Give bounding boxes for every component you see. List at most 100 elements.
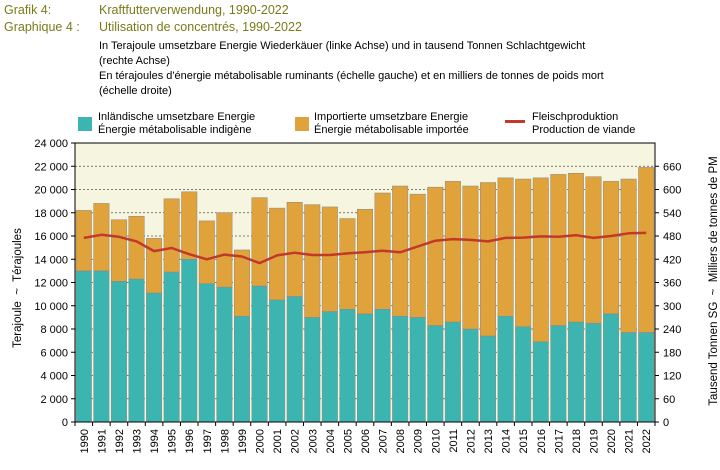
bar-imported	[286, 202, 303, 297]
left-axis-tick-label: 12 000	[34, 278, 68, 290]
x-axis-tick-label: 2002	[290, 429, 302, 453]
bar-imported	[339, 218, 356, 310]
x-axis-tick-label: 2010	[430, 429, 442, 453]
right-axis-tick-label: 480	[663, 231, 681, 243]
bar-domestic	[550, 325, 567, 423]
x-axis-tick-label: 1996	[184, 429, 196, 453]
bar-domestic	[392, 315, 409, 423]
bar-imported	[515, 178, 532, 327]
x-axis-tick-label: 2016	[536, 429, 548, 453]
bar-imported	[304, 204, 321, 318]
left-axis-tick-label: 22 000	[34, 161, 68, 173]
x-axis-tick-label: 2015	[518, 429, 530, 453]
bar-imported	[444, 181, 461, 323]
x-axis-tick-label: 2009	[413, 429, 425, 453]
x-axis-tick-label: 1992	[114, 429, 126, 453]
x-axis-tick-label: 2020	[606, 429, 618, 453]
description-fr-line1: En térajoules d'énergie métabolisable ru…	[99, 70, 604, 82]
x-axis-tick-label: 2007	[378, 429, 390, 453]
x-axis-tick-label: 1990	[79, 429, 91, 453]
bar-domestic	[146, 292, 163, 423]
left-axis-tick-label: 16 000	[34, 231, 68, 243]
bar-imported	[532, 177, 549, 343]
bar-domestic	[515, 326, 532, 423]
legend-label-domestic: Inländische umsetzbare Energie Énergie m…	[98, 111, 256, 136]
right-axis-tick-label: 180	[663, 347, 681, 359]
bar-imported	[75, 210, 92, 272]
x-axis-tick-label: 2022	[641, 429, 653, 453]
left-axis-tick-label: 4 000	[40, 371, 68, 383]
bar-domestic	[444, 321, 461, 423]
legend-label-imported: Importierte umsetzbare Energie Énergie m…	[314, 111, 469, 136]
x-axis-tick-label: 2011	[448, 429, 460, 453]
bar-domestic	[480, 335, 497, 423]
bar-imported	[357, 209, 373, 315]
bar-domestic	[321, 311, 338, 423]
left-axis-tick-label: 14 000	[34, 254, 68, 266]
bar-domestic	[251, 285, 268, 423]
bar-domestic	[304, 317, 321, 423]
bar-imported	[462, 185, 479, 330]
right-axis-tick-label: 240	[663, 324, 681, 336]
right-axis-tick-label: 540	[663, 208, 681, 220]
figure-label-fr: Graphique 4 :	[4, 20, 80, 34]
bar-imported	[409, 193, 426, 318]
bar-imported	[620, 178, 637, 333]
bar-domestic	[638, 332, 655, 423]
x-axis-tick-label: 2013	[483, 429, 495, 453]
bar-imported	[198, 220, 215, 284]
right-axis-tick-label: 120	[663, 371, 681, 383]
left-axis-tick-label: 6 000	[40, 347, 68, 359]
x-axis-tick-label: 2004	[325, 429, 337, 453]
bar-imported	[233, 249, 250, 317]
description-de-line1: In Terajoule umsetzbare Energie Wiederkä…	[99, 40, 586, 52]
plot-frame	[74, 142, 656, 423]
left-axis-tick-label: 8 000	[40, 324, 68, 336]
right-axis-tick-label: 600	[663, 185, 681, 197]
x-axis-tick-label: 2017	[553, 429, 565, 453]
bar-domestic	[93, 270, 110, 423]
bar-imported	[146, 238, 163, 294]
bar-domestic	[286, 296, 303, 423]
legend-swatch-imported	[295, 117, 309, 131]
right-axis-tick-label: 300	[663, 301, 681, 313]
x-axis-tick-label: 2008	[395, 429, 407, 453]
bar-imported	[321, 206, 338, 312]
bar-imported	[638, 167, 655, 333]
bar-domestic	[374, 308, 391, 423]
bar-imported	[181, 191, 198, 260]
bar-domestic	[110, 281, 127, 423]
right-axis-tick-label: 0	[663, 417, 669, 429]
bar-domestic	[216, 286, 233, 423]
x-axis-tick-label: 2018	[571, 429, 583, 453]
bar-imported	[93, 203, 110, 272]
x-axis-tick-label: 2019	[589, 429, 601, 453]
bar-domestic	[497, 315, 514, 423]
bar-imported	[480, 182, 497, 337]
bar-domestic	[339, 308, 356, 423]
bar-domestic	[603, 313, 620, 423]
bar-imported	[128, 215, 145, 280]
bar-imported	[497, 177, 514, 317]
x-axis-tick-label: 2014	[501, 429, 513, 453]
figure-title-fr: Utilisation de concentrés, 1990-2022	[99, 20, 302, 34]
x-axis-tick-label: 2021	[624, 429, 636, 453]
bar-imported	[585, 176, 602, 324]
bar-domestic	[409, 317, 426, 423]
description-de-line2: (rechte Achse)	[99, 55, 170, 67]
figure-label-de: Grafik 4:	[4, 3, 52, 17]
bar-imported	[163, 198, 180, 273]
legend-swatch-domestic	[78, 117, 92, 131]
right-axis-tick-label: 360	[663, 278, 681, 290]
bar-domestic	[75, 270, 92, 423]
bar-domestic	[567, 321, 584, 423]
left-axis-tick-label: 24 000	[34, 138, 68, 150]
x-axis-tick-label: 2006	[360, 429, 372, 453]
bar-domestic	[427, 325, 444, 423]
bar-imported	[216, 212, 233, 288]
bar-imported	[110, 219, 127, 282]
legend-label-meat: Fleischproduktion Production de viande	[532, 111, 636, 136]
bar-domestic	[462, 328, 479, 423]
left-axis-tick-label: 20 000	[34, 185, 68, 197]
